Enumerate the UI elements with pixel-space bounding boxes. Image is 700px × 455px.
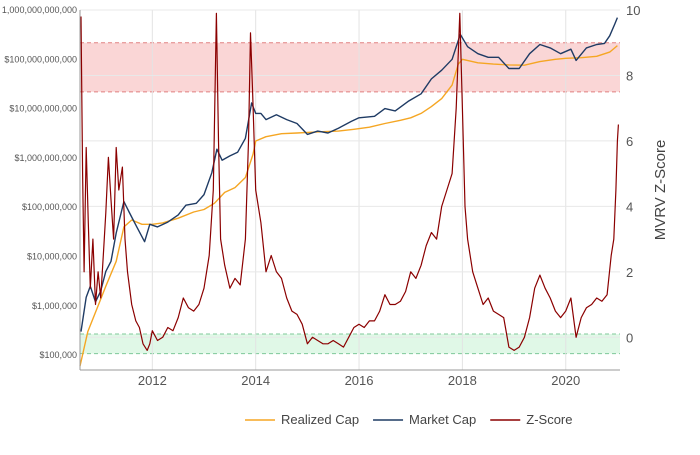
- legend-item[interactable]: Market Cap: [373, 412, 476, 427]
- left-tick-label: $100,000,000: [22, 202, 77, 212]
- x-tick-label: 2016: [345, 373, 374, 388]
- left-tick-label: 1,000,000,000,000: [2, 5, 77, 15]
- legend-label: Realized Cap: [281, 412, 359, 427]
- right-tick-label: 4: [626, 199, 633, 214]
- series-realized-cap: [79, 45, 618, 367]
- band-undervalued: [80, 334, 620, 354]
- right-tick-label: 10: [626, 3, 640, 18]
- right-tick-label: 0: [626, 330, 633, 345]
- legend-item[interactable]: Z-Score: [490, 412, 572, 427]
- right-tick-label: 8: [626, 68, 633, 83]
- left-tick-label: $10,000,000,000: [9, 104, 77, 114]
- legend-label: Market Cap: [409, 412, 476, 427]
- x-tick-label: 2014: [241, 373, 270, 388]
- grid-lines: [80, 9, 620, 370]
- series-z-score: [80, 12, 619, 351]
- right-tick-label: 6: [626, 134, 633, 149]
- right-tick-label: 2: [626, 265, 633, 280]
- x-tick-label: 2012: [138, 373, 167, 388]
- right-axis-title: MVRV Z-Score: [652, 140, 669, 241]
- left-tick-label: $100,000,000,000: [4, 54, 77, 64]
- band-overvalued: [80, 42, 620, 92]
- zone-bands: [80, 42, 620, 355]
- left-tick-label: $100,000: [39, 350, 77, 360]
- x-tick-label: 2020: [551, 373, 580, 388]
- left-tick-label: $1,000,000: [32, 301, 77, 311]
- series-lines: [79, 12, 619, 367]
- legend-item[interactable]: Realized Cap: [245, 412, 359, 427]
- axes: $100,000 $1,000,000 $10,000,000 $100,000,00…: [2, 3, 641, 388]
- legend: Realized Cap Market Cap Z-Score: [245, 412, 572, 427]
- left-tick-label: $10,000,000: [27, 252, 77, 262]
- left-tick-label: $1,000,000,000: [14, 153, 77, 163]
- x-tick-label: 2018: [448, 373, 477, 388]
- series-market-cap: [80, 17, 619, 332]
- legend-label: Z-Score: [526, 412, 572, 427]
